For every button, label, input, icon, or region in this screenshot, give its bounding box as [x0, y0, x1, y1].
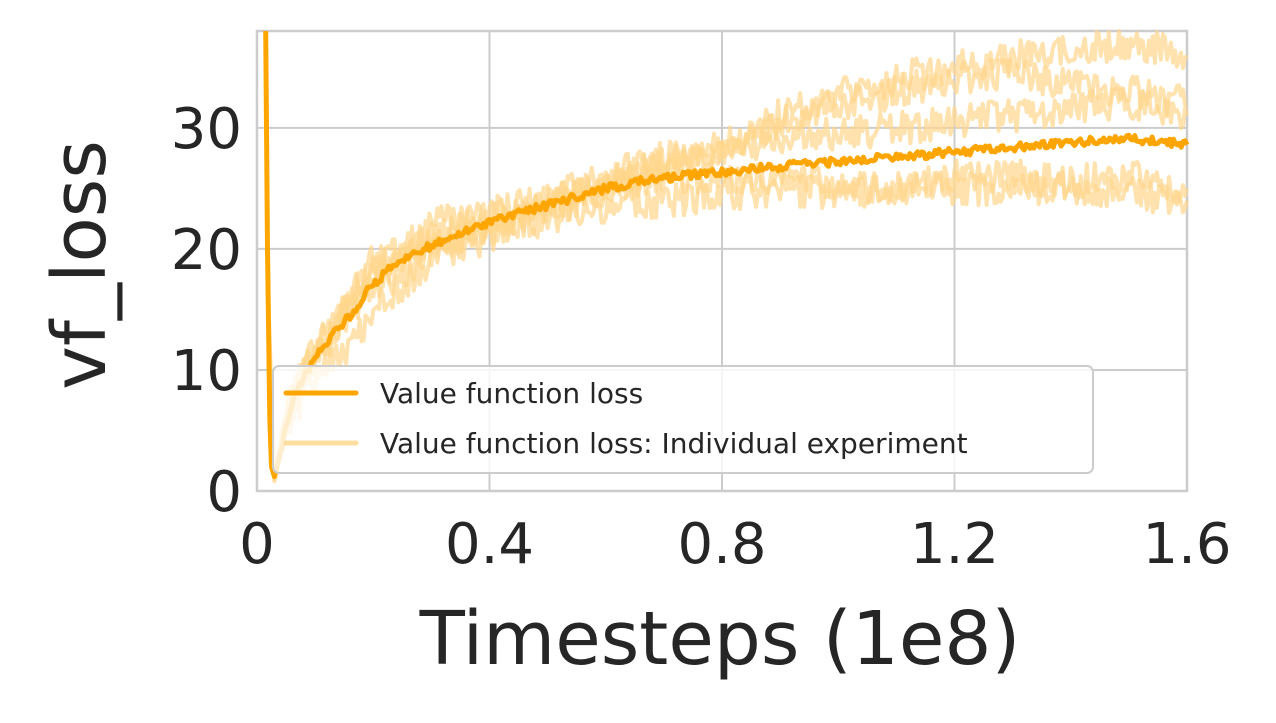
y-tick-label: 30	[171, 97, 242, 162]
x-tick-label: 1.2	[910, 512, 999, 577]
y-tick-label: 10	[171, 339, 242, 404]
y-tick-labels: 0 10 20 30	[171, 97, 242, 525]
legend-box	[272, 365, 1094, 474]
x-axis-label: Timesteps (1e8)	[419, 596, 1021, 682]
x-tick-labels: 0 0.4 0.8 1.2 1.6	[239, 512, 1231, 577]
series-line-individual	[266, 169, 1189, 481]
series-line-mean	[263, 30, 1190, 479]
y-axis-label: vf_loss	[37, 140, 123, 390]
y-tick-label: 20	[171, 218, 242, 283]
series-layer	[263, 29, 1190, 484]
x-tick-label: 0.4	[445, 512, 534, 577]
series-line-individual	[266, 86, 1189, 479]
x-tick-label: 0.8	[677, 512, 766, 577]
legend-label-individual: Value function loss: Individual experime…	[380, 427, 968, 460]
legend: Value function loss Value function loss:…	[272, 365, 1094, 474]
legend-label-mean: Value function loss	[380, 377, 643, 410]
x-tick-label: 0	[239, 512, 275, 577]
y-tick-label: 0	[206, 460, 242, 525]
x-tick-label: 1.6	[1142, 512, 1231, 577]
